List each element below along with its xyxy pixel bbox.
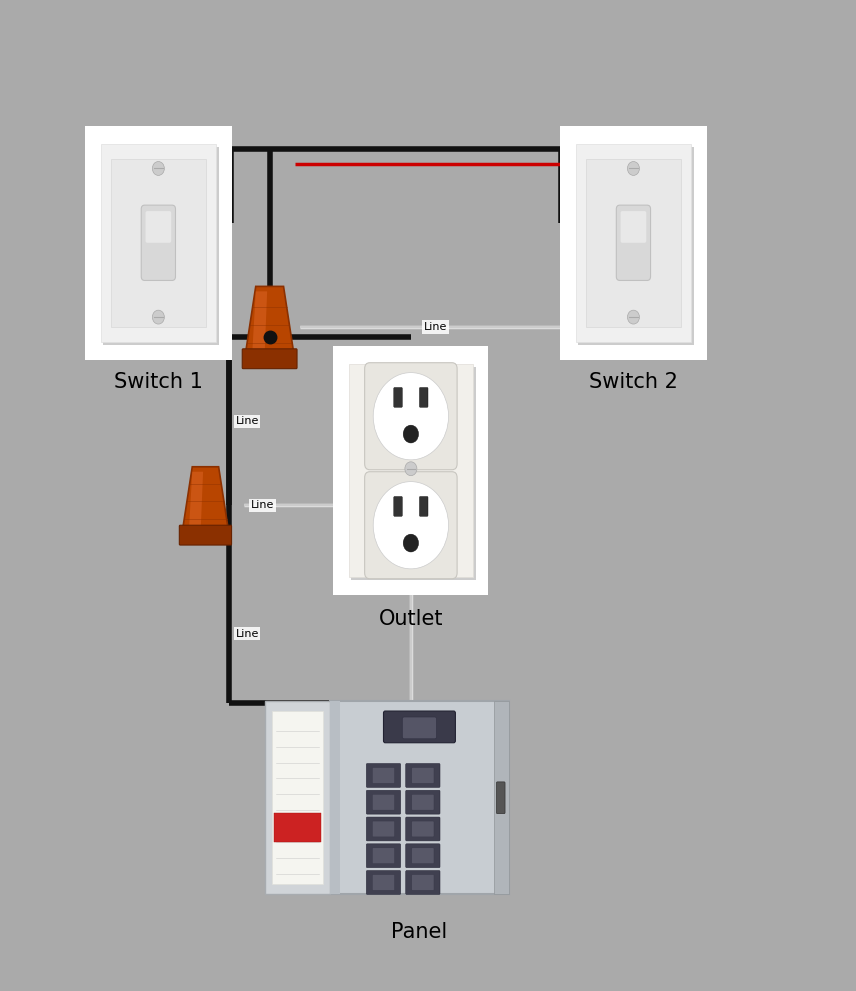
FancyBboxPatch shape <box>330 702 509 894</box>
FancyBboxPatch shape <box>85 126 231 360</box>
FancyBboxPatch shape <box>101 144 216 342</box>
FancyBboxPatch shape <box>412 767 434 783</box>
Circle shape <box>373 373 449 460</box>
Text: Line: Line <box>235 416 259 426</box>
FancyBboxPatch shape <box>406 764 440 787</box>
Circle shape <box>152 310 164 324</box>
Polygon shape <box>245 286 294 358</box>
Circle shape <box>405 462 417 476</box>
Text: Line: Line <box>235 628 259 639</box>
FancyBboxPatch shape <box>274 813 321 842</box>
Circle shape <box>152 162 164 175</box>
FancyBboxPatch shape <box>372 848 395 864</box>
FancyBboxPatch shape <box>365 472 457 579</box>
FancyBboxPatch shape <box>412 848 434 864</box>
FancyBboxPatch shape <box>365 363 457 470</box>
FancyBboxPatch shape <box>402 717 437 739</box>
Polygon shape <box>253 291 267 353</box>
FancyBboxPatch shape <box>242 349 297 369</box>
FancyBboxPatch shape <box>351 367 475 580</box>
FancyBboxPatch shape <box>586 159 681 327</box>
FancyBboxPatch shape <box>496 782 505 814</box>
FancyBboxPatch shape <box>349 364 473 577</box>
FancyBboxPatch shape <box>333 346 488 595</box>
FancyBboxPatch shape <box>372 821 395 836</box>
Circle shape <box>403 534 419 552</box>
Circle shape <box>627 162 639 175</box>
FancyBboxPatch shape <box>406 844 440 868</box>
FancyBboxPatch shape <box>621 211 646 243</box>
Text: Switch 1: Switch 1 <box>114 372 203 391</box>
Circle shape <box>627 310 639 324</box>
FancyBboxPatch shape <box>494 702 509 894</box>
Circle shape <box>373 482 449 569</box>
FancyBboxPatch shape <box>372 875 395 891</box>
Polygon shape <box>189 472 203 529</box>
Text: Outlet: Outlet <box>378 609 443 629</box>
Text: Panel: Panel <box>391 922 448 941</box>
FancyBboxPatch shape <box>412 795 434 811</box>
FancyBboxPatch shape <box>412 821 434 836</box>
FancyBboxPatch shape <box>372 795 395 811</box>
FancyBboxPatch shape <box>146 211 171 243</box>
FancyBboxPatch shape <box>111 159 206 327</box>
FancyBboxPatch shape <box>265 702 330 894</box>
FancyBboxPatch shape <box>272 712 323 884</box>
FancyBboxPatch shape <box>394 496 402 516</box>
FancyBboxPatch shape <box>366 871 401 895</box>
Circle shape <box>403 425 419 443</box>
FancyBboxPatch shape <box>366 791 401 815</box>
Text: Line: Line <box>251 500 274 510</box>
FancyBboxPatch shape <box>179 525 231 545</box>
FancyBboxPatch shape <box>366 817 401 840</box>
FancyBboxPatch shape <box>366 844 401 868</box>
FancyBboxPatch shape <box>394 387 402 407</box>
Polygon shape <box>181 467 229 534</box>
FancyBboxPatch shape <box>366 764 401 787</box>
FancyBboxPatch shape <box>578 147 693 345</box>
FancyBboxPatch shape <box>141 205 175 280</box>
FancyBboxPatch shape <box>372 767 395 783</box>
FancyBboxPatch shape <box>419 496 428 516</box>
FancyBboxPatch shape <box>406 817 440 840</box>
FancyBboxPatch shape <box>330 702 340 894</box>
FancyBboxPatch shape <box>575 144 692 342</box>
Text: Line: Line <box>424 322 447 332</box>
FancyBboxPatch shape <box>560 126 707 360</box>
FancyBboxPatch shape <box>616 205 651 280</box>
Text: Switch 2: Switch 2 <box>589 372 678 391</box>
FancyBboxPatch shape <box>406 871 440 895</box>
FancyBboxPatch shape <box>103 147 219 345</box>
FancyBboxPatch shape <box>406 791 440 815</box>
FancyBboxPatch shape <box>412 875 434 891</box>
FancyBboxPatch shape <box>383 712 455 743</box>
FancyBboxPatch shape <box>419 387 428 407</box>
